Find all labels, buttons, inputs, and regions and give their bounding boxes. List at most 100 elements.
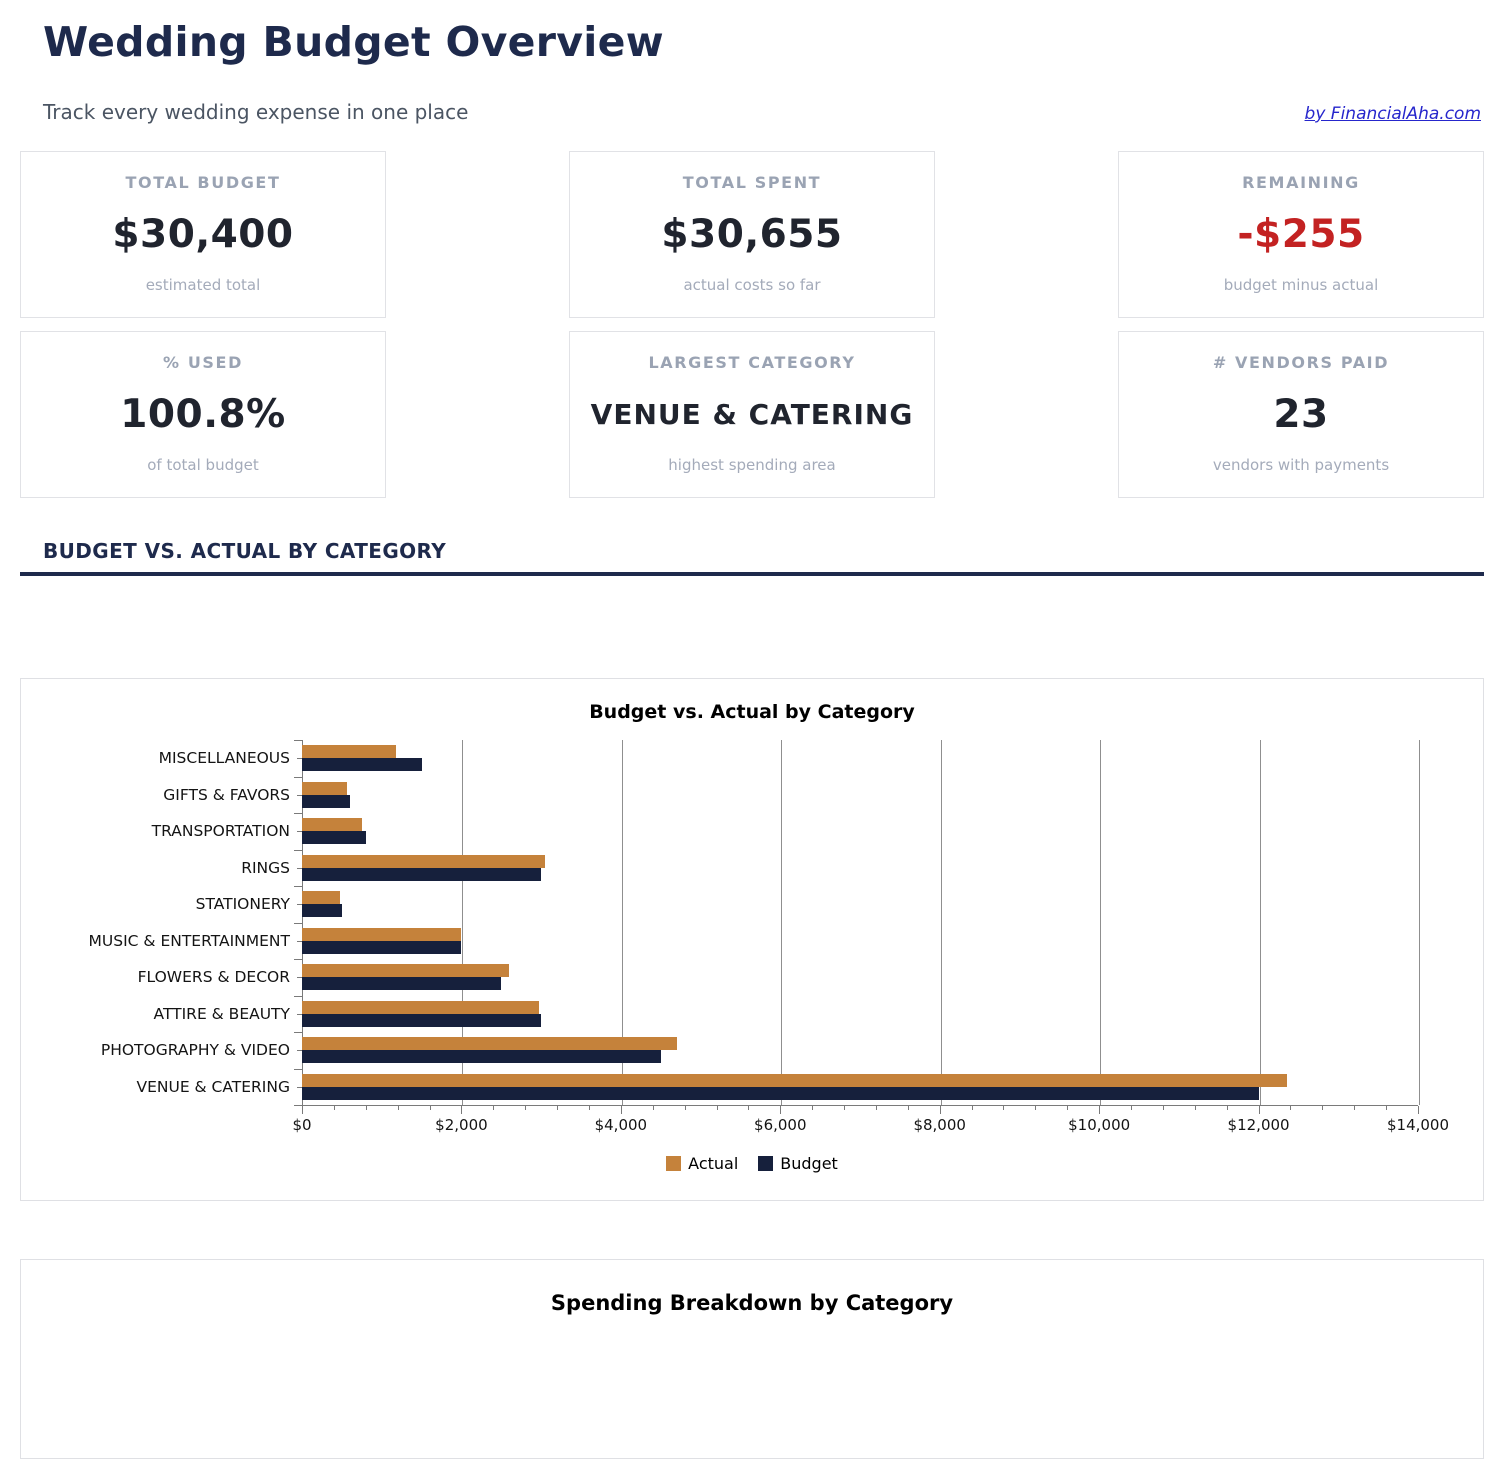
bar-actual	[302, 891, 341, 904]
category-bars	[302, 996, 1418, 1033]
bar-budget	[302, 1050, 661, 1063]
bar-actual	[302, 927, 462, 941]
bar-budget	[302, 977, 502, 990]
x-axis-tick	[557, 1106, 559, 1110]
gridline	[1419, 740, 1420, 1105]
stat-label: REMAINING	[1242, 173, 1360, 192]
y-axis-tick	[294, 995, 303, 997]
bar-budget	[302, 831, 366, 844]
x-axis-tick	[1099, 1106, 1101, 1114]
stat-card-total-spent: TOTAL SPENT $30,655 actual costs so far	[569, 151, 935, 318]
y-axis-tick	[294, 813, 303, 814]
chart-row: ATTIRE & BEAUTY	[21, 996, 1483, 1033]
bar-actual	[302, 854, 546, 868]
gridline	[1100, 740, 1102, 1105]
x-axis-tick	[1131, 1106, 1133, 1110]
category-label: RINGS	[241, 858, 290, 877]
x-axis-tick	[780, 1106, 782, 1114]
category-label: ATTIRE & BEAUTY	[153, 1004, 290, 1023]
x-axis-label: $4,000	[594, 1116, 648, 1134]
legend-label: Budget	[780, 1154, 838, 1173]
chart-row: PHOTOGRAPHY & VIDEO	[21, 1032, 1483, 1069]
x-axis-tick	[397, 1106, 399, 1110]
x-axis-tick	[461, 1106, 463, 1114]
legend-item-budget: Budget	[758, 1154, 838, 1173]
y-axis-tick	[297, 758, 303, 760]
x-axis-label: $8,000	[913, 1116, 966, 1134]
category-label: VENUE & CATERING	[136, 1077, 290, 1096]
bar-actual	[302, 1037, 677, 1050]
y-axis-tick	[297, 1013, 303, 1015]
gridline	[940, 740, 942, 1105]
stat-label: # VENDORS PAID	[1212, 353, 1390, 372]
stat-value: 23	[1273, 391, 1329, 437]
bar-budget	[302, 867, 542, 881]
bar-actual	[302, 1000, 540, 1014]
x-axis-tick	[844, 1106, 846, 1110]
brand-link[interactable]: by FinancialAha.com	[1304, 104, 1481, 124]
chart-legend: Actual Budget	[21, 1154, 1483, 1173]
stat-value: -$255	[1237, 211, 1365, 257]
section-heading: BUDGET VS. ACTUAL BY CATEGORY	[20, 539, 1484, 576]
gridline	[1259, 740, 1261, 1105]
page-title: Wedding Budget Overview	[43, 18, 664, 66]
budget-swatch	[758, 1156, 774, 1171]
x-axis-tick	[652, 1106, 654, 1110]
stat-label: TOTAL SPENT	[682, 173, 822, 192]
stat-sub: estimated total	[145, 276, 261, 294]
chart-rows: MISCELLANEOUS GIFTS & FAVORS TRANSPORTATIO…	[21, 740, 1483, 1105]
gridline	[781, 740, 783, 1105]
stat-card-total-budget: TOTAL BUDGET $30,400 estimated total	[20, 151, 386, 318]
bar-budget	[302, 758, 422, 771]
x-axis-label: $14,000	[1386, 1116, 1450, 1134]
stat-card-remaining: REMAINING -$255 budget minus actual	[1118, 151, 1484, 318]
bar-actual	[302, 1073, 1287, 1087]
category-bars	[302, 777, 1418, 814]
category-bars	[302, 886, 1418, 923]
category-label: MUSIC & ENTERTAINMENT	[88, 931, 290, 950]
category-bars	[302, 740, 1418, 777]
x-axis-tick	[493, 1106, 495, 1110]
chart-row: MUSIC & ENTERTAINMENT	[21, 923, 1483, 960]
y-axis-tick	[297, 1050, 303, 1052]
x-axis-label: $2,000	[435, 1116, 488, 1134]
bar-actual	[302, 745, 397, 758]
legend-item-actual: Actual	[666, 1154, 738, 1173]
x-axis-tick	[333, 1106, 335, 1110]
y-axis-tick	[294, 886, 303, 887]
x-axis-tick	[1194, 1106, 1196, 1110]
stat-sub: highest spending area	[668, 456, 836, 474]
category-bars	[302, 1032, 1418, 1069]
chart-row: GIFTS & FAVORS	[21, 777, 1483, 814]
stat-sub: of total budget	[147, 456, 259, 474]
bar-budget	[302, 794, 350, 808]
category-label: TRANSPORTATION	[151, 822, 290, 840]
x-axis-tick	[812, 1106, 814, 1110]
stat-card-largest-category: LARGEST CATEGORY VENUE & CATERING highes…	[569, 331, 935, 498]
x-axis-tick	[429, 1106, 431, 1110]
x-axis-tick	[716, 1106, 718, 1110]
x-axis-tick	[684, 1106, 686, 1110]
chart-row: FLOWERS & DECOR	[21, 959, 1483, 996]
stat-value: $30,655	[661, 211, 843, 257]
stat-sub: vendors with payments	[1212, 456, 1390, 474]
x-axis-tick	[1418, 1106, 1419, 1114]
y-axis-tick	[294, 1068, 303, 1070]
stat-card-vendors-paid: # VENDORS PAID 23 vendors with payments	[1118, 331, 1484, 498]
x-axis-tick	[1386, 1106, 1388, 1110]
x-axis-tick	[1162, 1106, 1164, 1110]
x-axis-tick	[907, 1106, 909, 1110]
x-axis-label: $12,000	[1227, 1116, 1290, 1134]
x-axis-tick	[588, 1106, 590, 1110]
x-axis-tick	[525, 1106, 527, 1110]
x-axis-label: $0	[292, 1116, 312, 1134]
y-axis-tick	[294, 1032, 303, 1033]
bar-actual	[302, 964, 510, 977]
chart-row: STATIONERY	[21, 886, 1483, 923]
stat-label: LARGEST CATEGORY	[648, 353, 856, 372]
chart-x-axis: $0 $2,000 $4,000 $6,000 $8,000 $10,000 $12,000…	[292, 1105, 1449, 1140]
chart-row: MISCELLANEOUS	[21, 740, 1483, 777]
category-bars	[302, 923, 1418, 960]
stat-sub: actual costs so far	[683, 276, 821, 294]
stat-label: TOTAL BUDGET	[125, 173, 281, 192]
